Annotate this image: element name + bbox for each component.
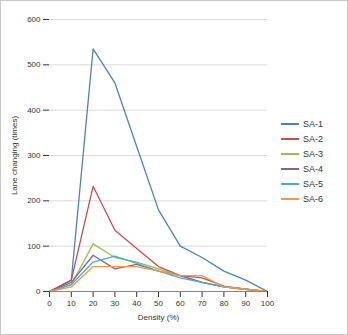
svg-text:20: 20 <box>89 299 98 308</box>
html-text:SA-5: SA-5 <box>303 178 323 189</box>
svg-text:40: 40 <box>132 299 141 308</box>
svg-text:Density (%): Density (%) <box>138 313 180 322</box>
svg-text:60: 60 <box>176 299 185 308</box>
svg-text:0: 0 <box>47 299 52 308</box>
html-text:SA-6: SA-6 <box>303 193 323 204</box>
svg-text:Lane changing (times): Lane changing (times) <box>10 116 19 195</box>
svg-text:500: 500 <box>27 60 41 69</box>
svg-text:200: 200 <box>27 196 41 205</box>
svg-text:300: 300 <box>27 151 41 160</box>
svg-text:0: 0 <box>36 287 41 296</box>
svg-text:10: 10 <box>67 299 76 308</box>
svg-text:600: 600 <box>27 15 41 24</box>
svg-text:90: 90 <box>241 299 250 308</box>
html-text:SA-3: SA-3 <box>303 148 323 159</box>
svg-text:70: 70 <box>198 299 207 308</box>
svg-text:400: 400 <box>27 106 41 115</box>
html-text:SA-2: SA-2 <box>303 133 323 144</box>
html-text:SA-1: SA-1 <box>303 118 323 129</box>
svg-text:100: 100 <box>261 299 275 308</box>
svg-text:30: 30 <box>110 299 119 308</box>
svg-text:50: 50 <box>154 299 163 308</box>
svg-text:100: 100 <box>27 242 41 251</box>
html-text:SA-4: SA-4 <box>303 163 323 174</box>
svg-text:80: 80 <box>219 299 228 308</box>
